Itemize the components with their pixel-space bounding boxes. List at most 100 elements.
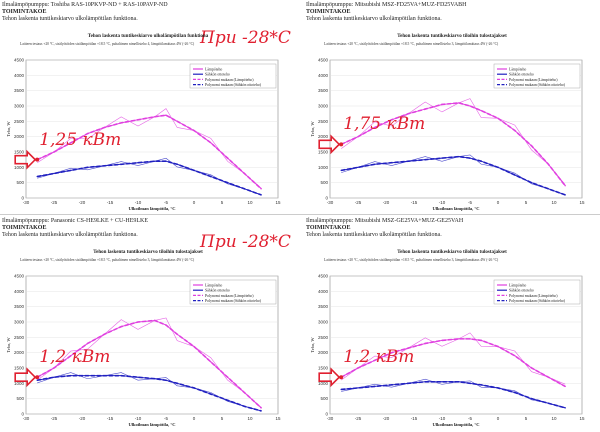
x-tick-label: -20 — [383, 416, 390, 421]
y-tick-label: 2000 — [318, 134, 329, 139]
annotation-arrow — [318, 134, 341, 155]
data-point — [357, 135, 359, 138]
data-point — [154, 378, 156, 380]
data-point — [458, 102, 460, 104]
x-tick-label: 0 — [193, 200, 196, 205]
data-point — [530, 145, 533, 147]
y-tick-label: 3500 — [14, 304, 25, 309]
chart-header: Ilmalämpöpumppu: Mitsubishi MSZ-FD25VA+M… — [306, 2, 467, 23]
data-point — [137, 376, 139, 378]
data-point — [86, 374, 89, 377]
data-point — [165, 160, 167, 162]
data-point — [103, 333, 106, 335]
data-point — [514, 391, 516, 394]
data-point — [70, 142, 72, 144]
data-point — [193, 387, 195, 389]
legend-entry: Lämpöteho — [509, 283, 526, 287]
y-axis-label: Teho, W — [6, 121, 12, 137]
y-tick-label: 2000 — [14, 350, 25, 355]
x-tick-label: -5 — [468, 200, 472, 205]
data-point — [469, 338, 471, 340]
legend-box — [493, 279, 581, 305]
x-tick-label: 0 — [193, 416, 196, 421]
legend-entry: Polynomi mukaan (Sähkön ottoteho) — [509, 299, 566, 303]
y-tick-label: 2000 — [14, 134, 25, 139]
data-point — [86, 166, 89, 169]
data-point — [564, 194, 566, 196]
data-point — [547, 402, 550, 404]
data-point — [441, 157, 443, 159]
data-point — [497, 387, 499, 389]
x-tick-label: -15 — [107, 200, 114, 205]
data-point — [390, 384, 393, 386]
x-tick-label: 5 — [221, 200, 224, 205]
y-tick-label: 2500 — [318, 335, 329, 340]
data-point — [390, 162, 393, 164]
x-tick-label: -15 — [411, 200, 418, 205]
x-tick-label: -5 — [468, 416, 472, 421]
data-point — [441, 339, 443, 342]
y-tick-label: 500 — [320, 180, 328, 185]
data-point — [480, 339, 482, 342]
x-tick-label: -10 — [439, 200, 446, 205]
annotation-label: 1,2 кВт — [343, 347, 415, 368]
x-tick-label: 10 — [247, 200, 253, 205]
x-axis-label: Ulkoilman lämpötila, °C — [129, 206, 176, 211]
y-tick-label: 1500 — [318, 366, 329, 371]
chart-header: Ilmalämpöpumppu: Panasonic CS-HE9LKE + C… — [2, 218, 148, 239]
legend-entry: Lämpöteho — [205, 283, 222, 287]
data-point — [424, 381, 426, 383]
y-tick-label: 4500 — [318, 274, 329, 279]
y-tick-label: 4000 — [14, 73, 25, 78]
y-tick-label: 3000 — [318, 320, 329, 325]
y-tick-label: 1000 — [14, 381, 25, 386]
x-tick-label: 15 — [579, 416, 585, 421]
annotation-point — [339, 142, 344, 147]
chart-header: Ilmalämpöpumppu: Mitsubishi MSZ-GE25VA+M… — [306, 218, 463, 239]
legend-entry: Lämpöteho — [205, 67, 222, 71]
legend-entry: Sähkön ottoteho — [509, 73, 534, 77]
data-point — [103, 374, 106, 377]
y-tick-label: 500 — [320, 396, 328, 401]
data-point — [120, 325, 122, 328]
chart-section: TOIMINTAKOE — [306, 225, 351, 231]
chart-panel-mitsubishi-fd: Ilmalämpöpumppu: Mitsubishi MSZ-FD25VA+M… — [306, 2, 598, 214]
data-point — [480, 109, 482, 112]
data-point — [564, 407, 566, 409]
data-point — [176, 382, 178, 385]
chart-model: Ilmalämpöpumppu: Mitsubishi MSZ-FD25VA+M… — [306, 2, 467, 8]
data-point — [210, 175, 212, 178]
data-point — [458, 155, 460, 158]
chart-section: TOIMINTAKOE — [306, 9, 351, 15]
legend-entry: Polynomi mukaan (Sähkön ottoteho) — [205, 299, 262, 303]
data-point — [458, 381, 460, 383]
x-tick-label: -20 — [383, 200, 390, 205]
y-tick-label: 3000 — [318, 104, 329, 109]
x-tick-label: -30 — [327, 200, 334, 205]
chart-desc: Tehon laskenta tuntikeskiarvo ulkolämpöt… — [306, 16, 442, 22]
x-tick-label: -25 — [51, 200, 58, 205]
data-point — [514, 355, 516, 357]
data-point — [193, 345, 195, 348]
legend-box — [493, 63, 581, 89]
y-tick-label: 4500 — [14, 58, 25, 63]
chart-panel-mitsubishi-ge: Ilmalämpöpumppu: Mitsubishi MSZ-GE25VA+M… — [306, 218, 598, 430]
y-tick-label: 4000 — [318, 289, 329, 294]
data-point — [530, 397, 533, 400]
data-point — [357, 387, 359, 389]
data-point — [137, 162, 139, 164]
series-trend-electric — [37, 160, 262, 196]
series-trend-electric — [341, 155, 566, 196]
chart-note: Laitteen testaus +20 °C, sisälyötöiden s… — [324, 258, 499, 262]
data-point — [70, 374, 72, 377]
data-point — [260, 407, 262, 409]
data-point — [564, 385, 566, 388]
data-point — [547, 163, 550, 165]
data-point — [176, 333, 178, 335]
data-point — [514, 174, 516, 176]
data-point — [53, 367, 55, 369]
y-tick-label: 0 — [325, 412, 328, 417]
chart-note: Laitteen testaus +20 °C, sisälyötöiden s… — [20, 42, 195, 46]
y-axis-label: Teho, W — [310, 337, 316, 353]
y-axis-label: Teho, W — [310, 121, 316, 137]
